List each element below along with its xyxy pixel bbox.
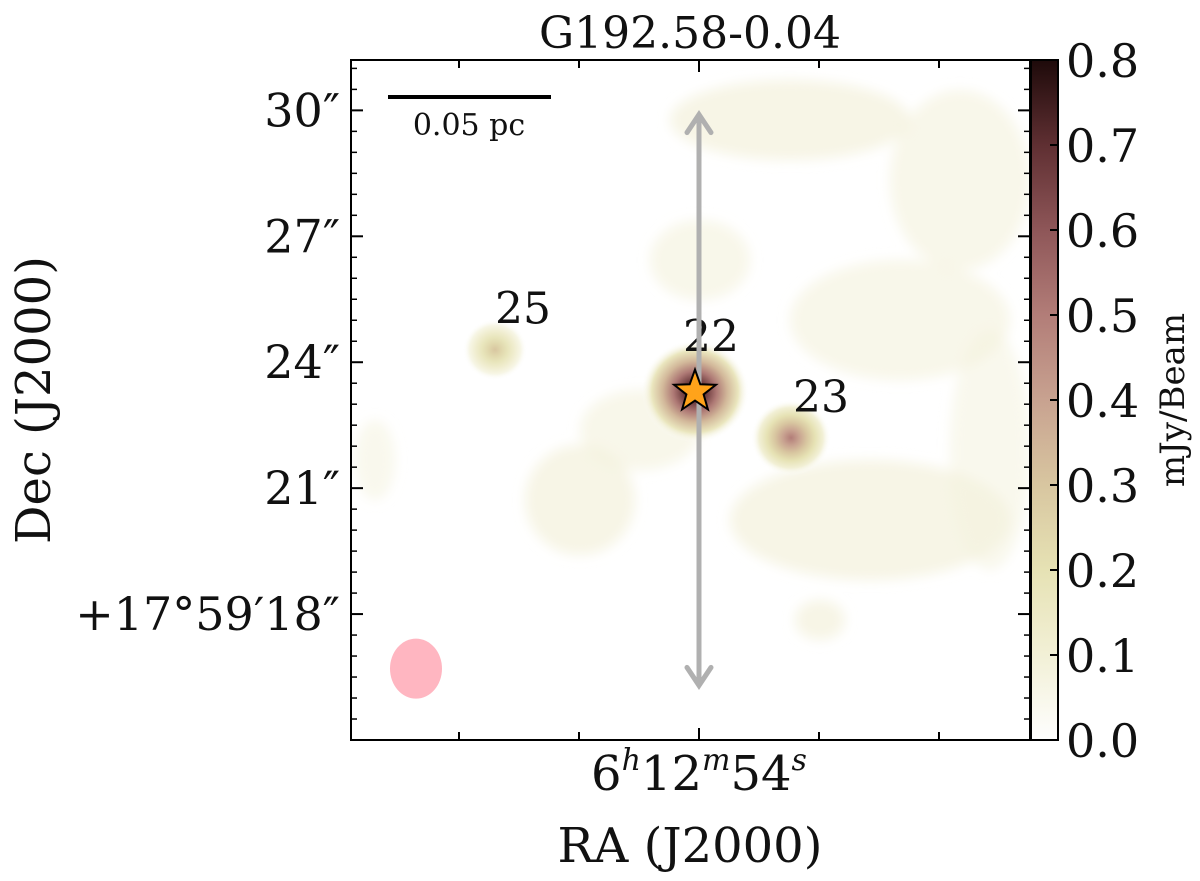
colorbar-tick-label: 0.5 (1066, 289, 1139, 343)
chart-title: G192.58-0.04 (539, 8, 841, 59)
protostar-marker (671, 366, 719, 412)
source-label-23: 23 (793, 372, 849, 423)
colorbar-tick-label: 0.2 (1066, 544, 1139, 598)
source-labels: 22 23 25 (495, 284, 849, 423)
x-axis-label: RA (J2000) (558, 818, 823, 874)
x-tick-label: 6h12m54s (591, 743, 807, 802)
x-axis-ticks (458, 60, 940, 740)
colorbar-tick-label: 0.7 (1066, 119, 1139, 173)
colorbar-ticks: 0.0 0.1 0.2 0.3 0.4 0.5 0.6 0.7 0.8 (1050, 34, 1139, 768)
beam-ellipse (390, 638, 442, 699)
colorbar-tick-label: 0.4 (1066, 374, 1139, 428)
source-label-22: 22 (683, 312, 739, 363)
colorbar-tick-label: 0.0 (1066, 714, 1139, 768)
y-tick-label: 27″ (264, 209, 340, 263)
arrowhead-up-icon (684, 110, 714, 136)
source-label-25: 25 (495, 284, 551, 335)
core-23 (751, 399, 831, 476)
colorbar-tick-label: 0.3 (1066, 459, 1139, 513)
emission-cores (463, 319, 831, 476)
colorbar-tick-label: 0.8 (1066, 34, 1139, 88)
colorbar-tick-label: 0.6 (1066, 204, 1139, 258)
y-axis-label: Dec (J2000) (6, 256, 62, 544)
y-tick-label: 30″ (264, 83, 340, 137)
colorbar-label: mJy/Beam (1153, 313, 1193, 487)
scalebar-label: 0.05 pc (413, 108, 525, 143)
protostar-star-icon (671, 366, 719, 412)
y-tick-label: 21″ (264, 461, 340, 515)
arrowhead-down-icon (684, 664, 714, 690)
core-25 (463, 319, 527, 381)
y-tick-label: +17°59′18″ (75, 587, 340, 641)
y-axis-ticks: 30″ 27″ 24″ 21″ +17°59′18″ (75, 67, 1030, 720)
colorbar-tick-label: 0.1 (1066, 629, 1139, 683)
diffuse-emission (355, 80, 1030, 640)
y-tick-label: 24″ (264, 335, 340, 389)
